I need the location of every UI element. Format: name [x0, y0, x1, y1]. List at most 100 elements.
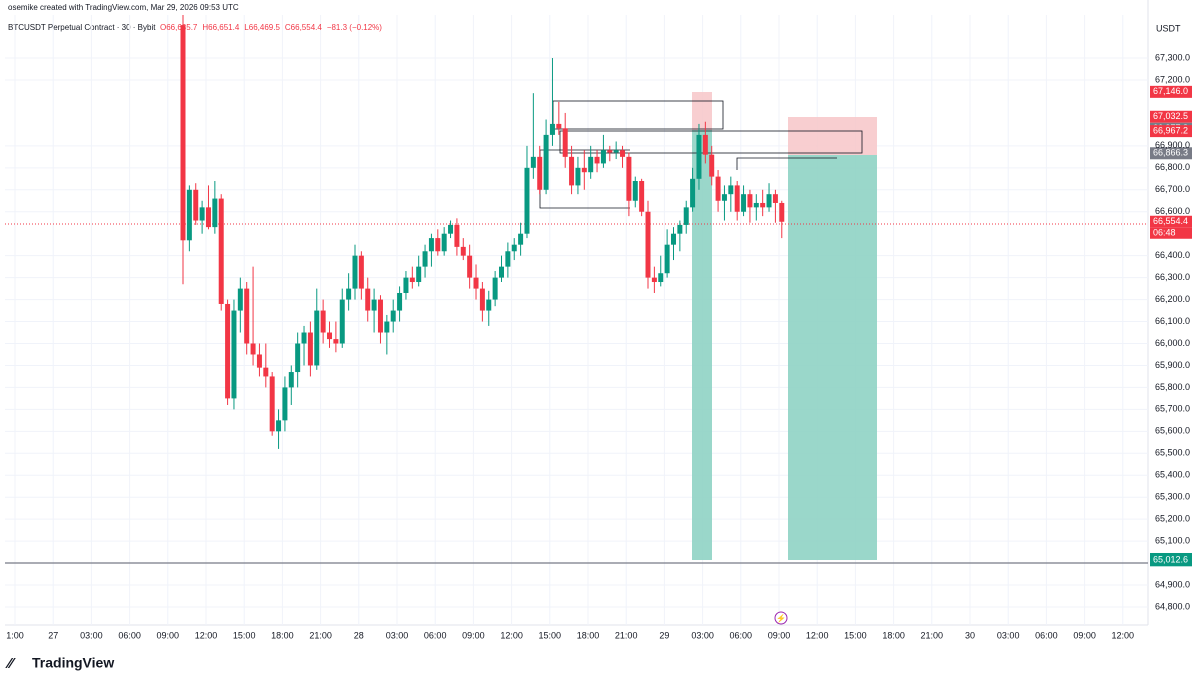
candle-body	[728, 185, 734, 195]
countdown-bg	[1150, 227, 1192, 239]
candle-body	[186, 189, 192, 241]
candle-body	[473, 277, 479, 289]
candle-body	[460, 246, 466, 256]
candle-body	[365, 288, 371, 311]
x-tick-label: 09:00	[157, 630, 180, 640]
x-tick-label: 21:00	[309, 630, 332, 640]
y-tick-label: 67,200.0	[1155, 74, 1190, 84]
candle-body	[569, 156, 575, 186]
ohlc-value: H66,651.4	[202, 23, 239, 32]
y-tick-label: 66,800.0	[1155, 162, 1190, 172]
candle-body	[282, 387, 288, 421]
candle-body	[390, 310, 396, 322]
stop-zone	[692, 92, 712, 130]
price-label-bg	[1150, 110, 1192, 123]
x-tick-label: 27	[48, 630, 58, 640]
price-label-bg	[1150, 85, 1192, 98]
ohlc-value: −81.3 (−0.12%)	[327, 23, 382, 32]
candle-body	[346, 288, 352, 300]
candle-body	[250, 343, 256, 355]
candle-body	[600, 150, 606, 164]
x-tick-label: 18:00	[577, 630, 600, 640]
candle-body	[562, 128, 568, 157]
x-tick-label: 29	[659, 630, 669, 640]
x-tick-label: 03:00	[80, 630, 103, 640]
x-tick-label: 12:00	[806, 630, 829, 640]
candle-body	[276, 420, 282, 432]
candle-body	[760, 202, 766, 208]
candle-body	[403, 277, 409, 293]
target-zone	[692, 130, 712, 560]
candle-body	[352, 255, 358, 289]
candle-body	[607, 150, 613, 153]
x-tick-label: 18:00	[882, 630, 905, 640]
x-tick-label: 06:00	[1035, 630, 1058, 640]
candle-body	[218, 198, 224, 304]
candle-body	[199, 207, 205, 221]
x-tick-label: 03:00	[386, 630, 409, 640]
candle-body	[741, 194, 747, 212]
candle-body	[581, 167, 587, 173]
candle-body	[454, 224, 460, 247]
y-tick-label: 65,700.0	[1155, 404, 1190, 414]
candle-body	[543, 134, 549, 190]
price-label-bg	[1150, 125, 1192, 138]
attribution: osemike created with TradingView.com, Ma…	[8, 3, 239, 12]
candle-body	[664, 244, 670, 274]
ohlc-value: L66,469.5	[244, 23, 280, 32]
candle-body	[702, 134, 708, 155]
x-tick-label: 21:00	[921, 630, 944, 640]
candle-body	[772, 194, 778, 203]
candle-body	[556, 123, 562, 129]
candle-body	[670, 233, 676, 245]
x-tick-label: 21:00	[615, 630, 638, 640]
candle-body	[594, 156, 600, 164]
candle-body	[645, 211, 651, 278]
candle-body	[320, 310, 326, 333]
candle-body	[549, 123, 555, 135]
candle-body	[244, 288, 250, 344]
axis-unit: USDT	[1156, 23, 1181, 33]
x-tick-label: 03:00	[691, 630, 714, 640]
x-tick-label: 12:00	[1112, 630, 1135, 640]
y-tick-label: 66,600.0	[1155, 206, 1190, 216]
y-tick-label: 64,900.0	[1155, 579, 1190, 589]
candle-body	[307, 332, 313, 366]
candle-body	[505, 251, 511, 267]
candle-body	[416, 266, 422, 283]
candle-body	[766, 194, 772, 208]
y-tick-label: 66,900.0	[1155, 140, 1190, 150]
y-tick-label: 65,100.0	[1155, 535, 1190, 545]
x-tick-label: 15:00	[844, 630, 867, 640]
x-tick-label: 15:00	[233, 630, 256, 640]
candle-body	[256, 354, 262, 368]
y-tick-label: 65,800.0	[1155, 382, 1190, 392]
candle-body	[384, 321, 390, 333]
candle-body	[205, 207, 211, 228]
x-tick-label: 03:00	[997, 630, 1020, 640]
candle-body	[658, 273, 664, 283]
ohlc-value: C66,554.4	[285, 23, 322, 32]
price-label-bg	[1150, 147, 1192, 160]
candle-body	[441, 233, 447, 252]
candle-body	[639, 181, 645, 212]
candle-body	[225, 303, 231, 399]
candle-body	[397, 292, 403, 311]
candle-body	[683, 207, 689, 225]
x-tick-label: 06:00	[118, 630, 141, 640]
y-tick-label: 65,400.0	[1155, 470, 1190, 480]
candle-body	[358, 255, 364, 289]
logo: TradingView	[32, 655, 114, 671]
y-tick-label: 67,300.0	[1155, 52, 1190, 62]
price-label-bg	[1150, 554, 1192, 567]
logo-mark: ⁄⁄	[5, 655, 17, 672]
x-tick-label: 12:00	[195, 630, 218, 640]
candle-body	[288, 372, 294, 388]
candle-body	[511, 244, 517, 252]
x-tick-label: 30	[965, 630, 975, 640]
candle-body	[333, 339, 339, 344]
candle-body	[180, 25, 186, 241]
candle-body	[263, 367, 269, 377]
price-label-bg	[1150, 215, 1192, 228]
